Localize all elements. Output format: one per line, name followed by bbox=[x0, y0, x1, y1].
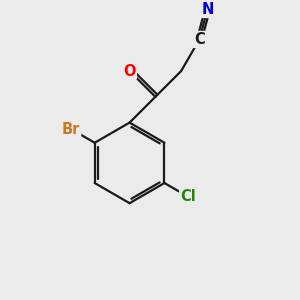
Text: O: O bbox=[123, 64, 136, 79]
Text: Cl: Cl bbox=[180, 189, 196, 204]
Text: C: C bbox=[194, 32, 205, 47]
Text: N: N bbox=[201, 2, 214, 17]
Text: Br: Br bbox=[62, 122, 80, 136]
